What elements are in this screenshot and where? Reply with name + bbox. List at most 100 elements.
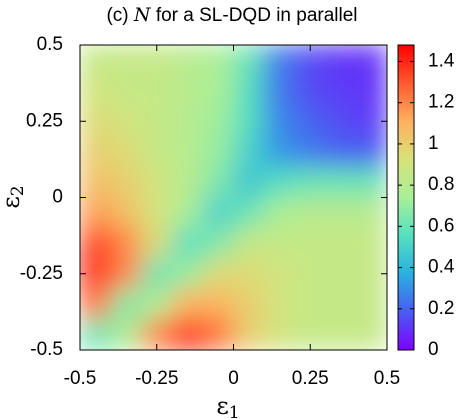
heatmap-cell: [171, 136, 204, 168]
heatmap-cell: [355, 136, 387, 168]
heatmap-cell: [202, 105, 234, 137]
title-symbol: N: [133, 4, 152, 26]
colorbar-tick-label: 0.8: [428, 174, 454, 195]
heatmap-cell: [294, 166, 327, 198]
heatmap-cell: [110, 136, 142, 168]
heatmap-cell: [110, 319, 142, 350]
heatmap-cell: [110, 288, 142, 320]
heatmap-cell: [110, 166, 142, 198]
heatmap-cell: [202, 319, 234, 350]
heatmap-cell: [263, 105, 296, 137]
y-tick-label: 0.25: [26, 110, 63, 131]
heatmap-cell: [171, 288, 204, 320]
colorbar-tick-label: 1: [428, 133, 439, 154]
heatmap-cell: [80, 75, 112, 107]
heatmap-cell: [355, 197, 387, 229]
x-tick-label: 0: [228, 368, 239, 389]
colorbar: [397, 44, 415, 351]
heatmap-cell: [110, 197, 142, 229]
heatmap-cell: [263, 258, 296, 290]
chart-title: (c) N for a SL-DQD in parallel: [106, 4, 357, 26]
x-tick-label: -0.25: [135, 368, 178, 389]
heatmap-cell: [233, 136, 265, 168]
heatmap-cell: [202, 166, 234, 198]
colorbar-tick-label: 1.2: [428, 92, 454, 113]
colorbar-tick-label: 0.6: [428, 215, 454, 236]
x-label-symbol: ε: [216, 392, 228, 419]
colorbar-tick-label: 1.4: [428, 51, 455, 72]
heatmap-cell: [355, 227, 387, 259]
colorbar-tick-label: 0.2: [428, 298, 454, 319]
heatmap-cell: [80, 227, 112, 259]
heatmap-cell: [294, 105, 327, 137]
heatmap-cell: [202, 197, 234, 229]
heatmap-cell: [140, 105, 173, 137]
heatmap-cell: [80, 197, 112, 229]
heatmap-cell: [263, 45, 296, 76]
heatmap-cell: [171, 166, 204, 198]
title-suffix: for a SL-DQD in parallel: [151, 5, 358, 26]
heatmap-cell: [263, 319, 296, 350]
heatmap-cell: [325, 197, 357, 229]
heatmap-cell: [171, 197, 204, 229]
heatmap-cell: [110, 75, 142, 107]
x-label-subscript: 1: [229, 403, 240, 419]
y-axis-label: ε2: [0, 185, 28, 208]
heatmap-cell: [355, 288, 387, 320]
heatmap-area: [80, 45, 387, 350]
heatmap-cell: [263, 166, 296, 198]
heatmap-cell: [233, 105, 265, 137]
title-prefix: (c): [106, 5, 133, 26]
heatmap-cell: [294, 197, 327, 229]
heatmap-cell: [233, 319, 265, 350]
heatmap-cell: [325, 258, 357, 290]
heatmap-cell: [110, 105, 142, 137]
heatmap-cell: [80, 45, 112, 76]
heatmap-cell: [140, 136, 173, 168]
heatmap-cell: [294, 258, 327, 290]
y-tick-label: 0.5: [37, 34, 63, 55]
heatmap-cell: [355, 319, 387, 350]
heatmap-cell: [80, 136, 112, 168]
heatmap-cell: [325, 288, 357, 320]
heatmap-cell: [263, 75, 296, 107]
heatmap-cell: [171, 45, 204, 76]
heatmap-cell: [202, 45, 234, 76]
x-tick-label: -0.5: [64, 368, 97, 389]
heatmap-cell: [110, 227, 142, 259]
y-label-subscript: 2: [8, 185, 28, 196]
heatmap-cell: [233, 227, 265, 259]
heatmap-cell: [233, 166, 265, 198]
heatmap-cell: [263, 288, 296, 320]
heatmap-cell: [355, 166, 387, 198]
heatmap-cell: [325, 136, 357, 168]
heatmap-cell: [294, 136, 327, 168]
heatmap-cell: [325, 105, 357, 137]
y-tick-label: -0.25: [20, 263, 63, 284]
heatmap-cell: [202, 227, 234, 259]
axes: -0.5 -0.25 0 0.25 0.5 -0.5 -0.25 0 0.25 0.5 0 0.2 0.…: [20, 34, 455, 389]
heatmap-cell: [233, 75, 265, 107]
x-tick-label: 0.25: [292, 368, 329, 389]
heatmap-cell: [140, 288, 173, 320]
heatmap-cell: [110, 45, 142, 76]
heatmap-cell: [171, 319, 204, 350]
colorbar-tick-label: 0.4: [428, 257, 455, 278]
heatmap-cell: [140, 166, 173, 198]
heatmap-cell: [140, 75, 173, 107]
y-tick-label: -0.5: [30, 339, 63, 360]
heatmap-cell: [202, 75, 234, 107]
heatmap-cell: [80, 288, 112, 320]
heatmap-cell: [355, 75, 387, 107]
heatmap-cell: [80, 319, 112, 350]
colorbar-tick-label: 0: [428, 339, 439, 360]
heatmap-cell: [202, 288, 234, 320]
heatmap-cell: [325, 75, 357, 107]
heatmap-cell: [325, 227, 357, 259]
heatmap-cell: [355, 45, 387, 76]
heatmap-cell: [263, 227, 296, 259]
x-axis-label: ε1: [216, 392, 239, 419]
y-label-symbol: ε: [0, 196, 25, 208]
heatmap-cell: [140, 227, 173, 259]
